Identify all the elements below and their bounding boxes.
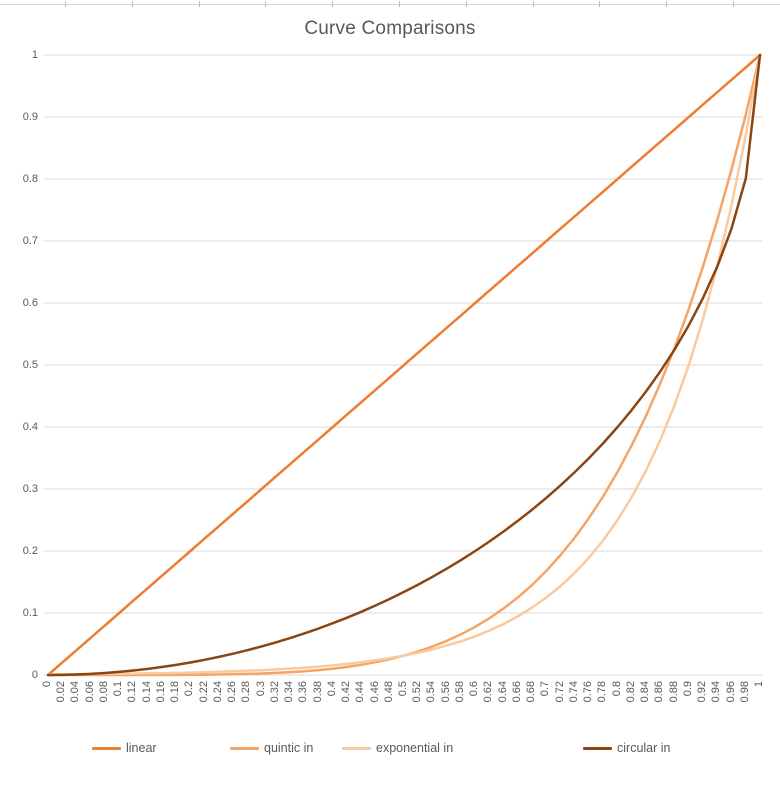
column-edge-tick <box>666 1 667 7</box>
series-line-circular-in[interactable] <box>46 53 762 677</box>
x-axis-tick-label: 0 <box>41 681 53 688</box>
x-axis-tick-label: 0.92 <box>696 681 709 703</box>
y-axis-tick-label: 0.1 <box>22 607 38 619</box>
x-axis-tick-label: 0.36 <box>297 681 310 703</box>
x-axis-tick-label: 0.42 <box>340 681 353 703</box>
x-axis-tick-label: 0.64 <box>496 681 509 703</box>
x-axis-tick-label: 1 <box>753 681 765 688</box>
x-axis-tick-label: 0.28 <box>240 681 253 703</box>
x-axis-tick-label: 0.58 <box>453 681 466 703</box>
column-edge-tick <box>332 1 333 7</box>
x-axis-tick-label: 0.2 <box>183 681 196 697</box>
y-axis-tick-label: 0 <box>31 669 38 681</box>
spreadsheet-gridline-strip <box>0 0 780 8</box>
x-axis-tick-label: 0.86 <box>653 681 666 703</box>
x-axis-tick-label: 0.12 <box>126 681 139 703</box>
x-axis-tick-label: 0.02 <box>55 681 68 703</box>
x-axis-tick-label: 0.4 <box>325 681 338 697</box>
x-axis-tick-label: 0.7 <box>539 681 552 697</box>
x-axis-tick-label: 0.14 <box>140 681 153 703</box>
x-axis-tick-label: 0.32 <box>268 681 281 703</box>
y-axis-tick-label: 0.4 <box>22 421 38 433</box>
column-edge-tick <box>599 1 600 7</box>
column-edge-tick <box>199 1 200 7</box>
y-axis-tick-label: 0.9 <box>22 111 38 123</box>
column-edge-tick <box>399 1 400 7</box>
x-axis-tick-label: 0.68 <box>525 681 538 703</box>
series-line-exponential-in[interactable] <box>46 53 762 676</box>
x-axis-tick-label: 0.88 <box>667 681 680 703</box>
chart-title[interactable]: Curve Comparisons <box>304 18 476 39</box>
y-axis-tick-label: 0.5 <box>22 359 38 371</box>
y-axis-tick-label: 0.6 <box>22 297 38 309</box>
column-edge-tick <box>533 1 534 7</box>
x-axis-tick-label: 0.98 <box>738 681 751 703</box>
y-axis-tick-label: 0.8 <box>22 173 38 185</box>
x-axis-tick-label: 0.6 <box>468 681 481 697</box>
legend-item-linear[interactable]: linear <box>92 738 157 758</box>
x-axis-tick-label: 0.78 <box>596 681 609 703</box>
x-axis-tick-label: 0.82 <box>624 681 637 703</box>
y-axis-tick-label: 0.2 <box>22 545 38 557</box>
x-axis-tick-label: 0.74 <box>567 681 580 703</box>
x-axis-tick-label: 0.16 <box>154 681 167 703</box>
x-axis-tick-label: 0.22 <box>197 681 210 703</box>
legend-label: quintic in <box>264 741 314 755</box>
x-axis-tick-label: 0.62 <box>482 681 495 703</box>
x-axis-tick-label: 0.26 <box>226 681 239 703</box>
x-axis-tick-label: 0.72 <box>553 681 566 703</box>
y-axis-tick-label: 0.7 <box>22 235 38 247</box>
x-axis-tick-label: 0.52 <box>411 681 424 703</box>
legend-label: linear <box>126 741 157 755</box>
x-axis-tick-label: 0.8 <box>610 681 623 697</box>
y-axis-tick-label: 0.3 <box>22 483 38 495</box>
legend-label: circular in <box>617 741 671 755</box>
x-axis-tick-label: 0.08 <box>97 681 110 703</box>
legend-item-quintic-in[interactable]: quintic in <box>230 738 313 758</box>
x-axis-tick-label: 0.9 <box>681 681 694 697</box>
x-axis-tick-label: 0.56 <box>439 681 452 703</box>
x-axis-tick-label: 0.46 <box>368 681 381 703</box>
legend-label: exponential in <box>376 741 454 755</box>
column-edge-tick <box>265 1 266 7</box>
x-axis-tick-label: 0.94 <box>710 681 723 703</box>
x-axis-tick-label: 0.24 <box>211 681 224 703</box>
x-axis-tick-label: 0.38 <box>311 681 324 703</box>
column-edge-tick <box>466 1 467 7</box>
x-axis-tick-label: 0.06 <box>83 681 96 703</box>
x-axis-tick-label: 0.18 <box>169 681 182 703</box>
x-axis-tick-label: 0.96 <box>724 681 737 703</box>
x-axis-tick-label: 0.54 <box>425 681 438 703</box>
column-edge-tick <box>132 1 133 7</box>
legend[interactable]: linear quintic in exponential in circular i… <box>0 738 780 762</box>
legend-item-circular-in[interactable]: circular in <box>583 738 671 758</box>
x-axis-tick-label: 0.76 <box>582 681 595 703</box>
x-axis-tick-label: 0.66 <box>510 681 523 703</box>
series-line-linear[interactable] <box>46 53 762 677</box>
legend-item-exponential-in[interactable]: exponential in <box>342 738 453 758</box>
legend-swatch-icon <box>342 746 371 750</box>
x-axis-tick-label: 0.1 <box>112 681 125 697</box>
x-axis-tick-label: 0.04 <box>69 681 82 703</box>
x-axis-tick-label: 0.84 <box>639 681 652 703</box>
column-edge-tick <box>65 1 66 7</box>
x-axis-tick-label: 0.34 <box>283 681 296 703</box>
x-axis-tick-label: 0.44 <box>354 681 367 703</box>
legend-swatch-icon <box>92 746 121 750</box>
legend-swatch-icon <box>230 746 259 750</box>
y-axis-tick-label: 1 <box>31 49 38 61</box>
legend-swatch-icon <box>583 746 612 750</box>
row-edge-line <box>0 4 780 5</box>
x-axis-tick-label: 0.3 <box>254 681 267 697</box>
x-axis-tick-label: 0.5 <box>397 681 409 697</box>
x-axis-tick-label: 0.48 <box>382 681 395 703</box>
column-edge-tick <box>733 1 734 7</box>
